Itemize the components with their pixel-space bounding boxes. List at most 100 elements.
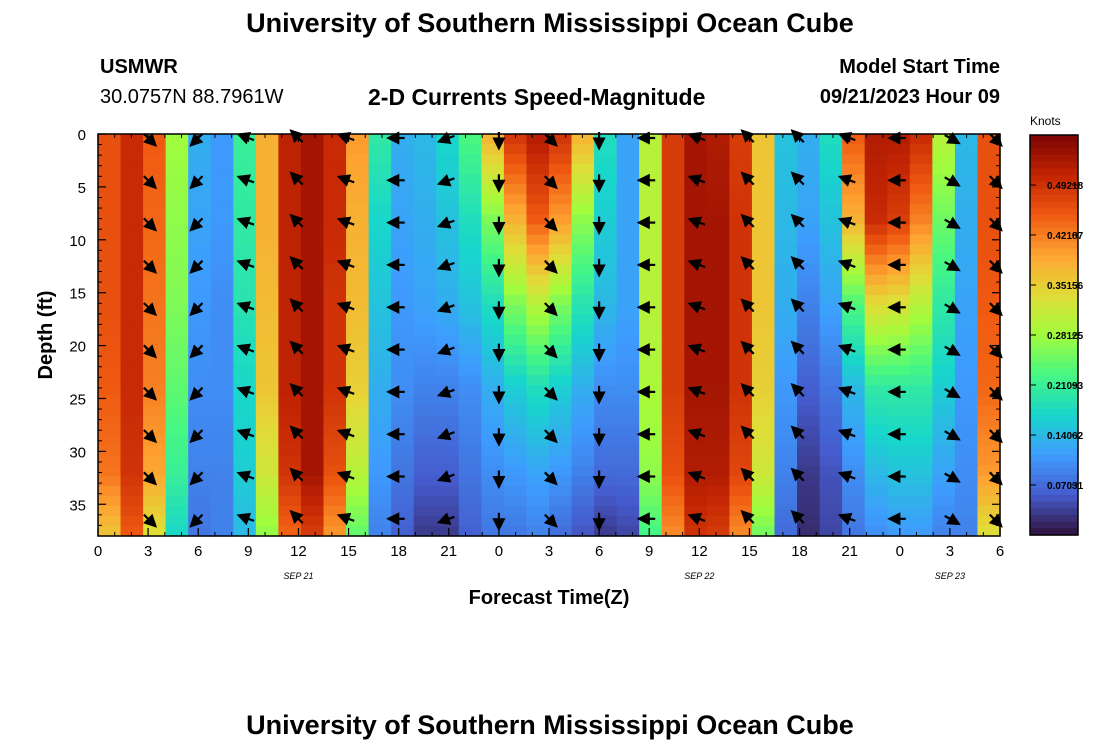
heatmap-cell (954, 485, 979, 497)
current-arrow (944, 174, 961, 187)
heatmap-cell (323, 445, 347, 457)
heatmap-cell (909, 345, 933, 356)
heatmap-cell (413, 174, 437, 185)
heatmap-cell (819, 264, 843, 276)
heatmap-cell (143, 415, 167, 427)
heatmap-cell (188, 455, 212, 467)
heatmap-cell (368, 234, 392, 246)
current-arrow (790, 340, 805, 355)
heatmap-cell (639, 224, 663, 236)
heatmap-cell (413, 234, 437, 246)
heatmap-cell (864, 154, 888, 165)
heatmap-cell (639, 324, 663, 336)
heatmap-cell (278, 194, 302, 205)
heatmap-cell (549, 495, 573, 507)
heatmap-cell (932, 365, 956, 376)
heatmap-cell (549, 264, 573, 276)
heatmap-cell (255, 385, 279, 396)
heatmap-cell (255, 515, 279, 527)
heatmap-cell (120, 415, 144, 427)
heatmap-cell (797, 495, 821, 507)
heatmap-cell (413, 284, 437, 296)
heatmap-cell (346, 144, 370, 155)
heatmap-cell (842, 184, 866, 195)
heatmap-cell (797, 294, 821, 306)
current-arrow (336, 301, 355, 314)
heatmap-cell (391, 525, 415, 537)
heatmap-cell (932, 314, 956, 326)
heatmap-cell (210, 164, 234, 175)
heatmap-cell (143, 435, 167, 447)
heatmap-cell (954, 204, 979, 215)
current-arrow (790, 298, 805, 313)
heatmap-cell (977, 324, 1001, 336)
heatmap-cell (954, 224, 979, 236)
heatmap-cell (909, 174, 933, 185)
heatmap-cell (751, 134, 776, 145)
heatmap-cell (594, 244, 618, 256)
heatmap-cell (210, 234, 234, 246)
heatmap-cell (977, 194, 1001, 205)
heatmap-cell (661, 415, 685, 427)
heatmap-cell (954, 144, 979, 155)
heatmap-cell (391, 314, 415, 326)
heatmap-cell (278, 234, 302, 246)
heatmap-cell (300, 194, 325, 205)
heatmap-cell (751, 184, 776, 195)
colorbar-cell (1030, 448, 1078, 456)
heatmap-cell (549, 284, 573, 296)
heatmap-cell (706, 465, 730, 477)
heatmap-cell (300, 254, 325, 266)
heatmap-cell (571, 485, 595, 497)
heatmap-cell (300, 445, 325, 457)
x-tick-label: 3 (144, 543, 152, 560)
heatmap-cell (842, 224, 866, 236)
colorbar-tick-label: 0.42187 (1047, 231, 1084, 242)
heatmap-cell (751, 455, 776, 467)
heatmap-cell (932, 355, 956, 366)
current-arrow (687, 428, 706, 441)
heatmap-cell (368, 385, 392, 396)
heatmap-cell (233, 505, 257, 517)
current-arrow (740, 467, 755, 482)
heatmap-cell (98, 314, 122, 326)
heatmap-cell (751, 495, 776, 507)
heatmap-cell (549, 445, 573, 457)
heatmap-cell (842, 425, 866, 437)
heatmap-cell (98, 365, 122, 376)
heatmap-cell (819, 475, 843, 487)
current-arrow (143, 259, 158, 274)
heatmap-cell (661, 385, 685, 396)
heatmap-cell (120, 505, 144, 517)
heatmap-cell (120, 515, 144, 527)
heatmap-cell (774, 314, 798, 326)
heatmap-cell (98, 505, 122, 517)
heatmap-cell (909, 335, 933, 346)
heatmap-cell (549, 505, 573, 517)
heatmap-cell (954, 194, 979, 205)
heatmap-cell (571, 425, 595, 437)
heatmap-cell (819, 184, 843, 195)
heatmap-cell (346, 244, 370, 256)
heatmap-cell (188, 264, 212, 276)
heatmap-cell (932, 144, 956, 155)
current-arrow (236, 258, 255, 272)
heatmap-cells (98, 134, 1001, 537)
current-arrow (687, 470, 706, 483)
heatmap-cell (143, 355, 167, 366)
heatmap-cell (346, 525, 370, 537)
current-arrow (543, 217, 558, 232)
heatmap-cell (503, 144, 528, 155)
heatmap-cell (571, 475, 595, 487)
heatmap-cell (481, 515, 505, 527)
heatmap-cell (323, 284, 347, 296)
heatmap-cell (661, 505, 685, 517)
heatmap-cell (120, 465, 144, 477)
heatmap-cell (842, 294, 866, 306)
heatmap-cell (639, 274, 663, 286)
heatmap-cell (549, 134, 573, 145)
heatmap-cell (842, 234, 866, 246)
heatmap-cell (819, 274, 843, 286)
heatmap-cell (323, 385, 347, 396)
heatmap-cell (391, 395, 415, 406)
